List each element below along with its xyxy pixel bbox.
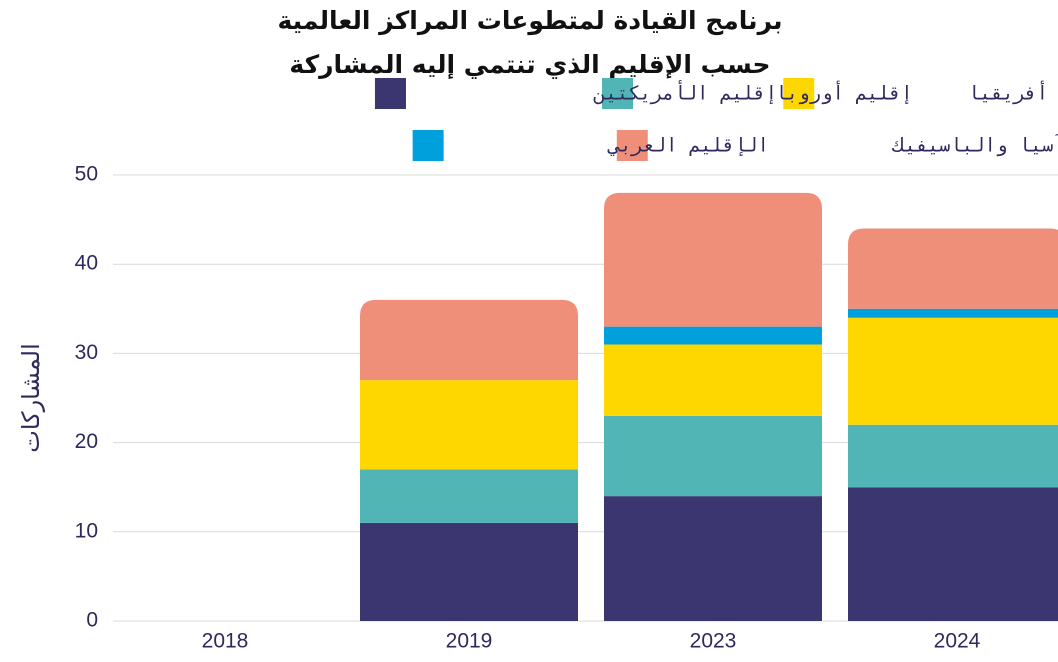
bar-segment [848,487,1058,621]
bar-segment [360,299,578,381]
legend-label: إقليم الأمريكتين [593,80,777,106]
bar-segment [360,380,578,470]
y-tick-label: 10 [75,519,98,542]
legend-swatch [783,78,815,109]
x-tick-label: 2024 [934,630,981,653]
y-tick-label: 20 [75,430,98,453]
legend-swatch [616,130,648,161]
bar-segment [848,317,1058,425]
y-tick-label: 40 [75,252,98,275]
legend-label: الإقليم العربي [607,135,769,158]
legend-swatch [412,130,444,161]
bar-segment [604,192,822,327]
legend-swatch [374,78,406,109]
bar-segment [848,228,1058,309]
bar-segment [604,326,822,345]
x-tick-label: 2018 [202,630,249,653]
x-tick-label: 2023 [690,630,737,653]
y-tick-label: 30 [75,341,98,364]
bar-segment [360,469,578,523]
y-tick-label: 50 [75,163,98,186]
bar-segment [848,424,1058,488]
bar-segment [604,344,822,416]
bar-segment [604,496,822,621]
bar-segment [604,415,822,497]
bar-segment [360,522,578,621]
bar-segment [848,308,1058,318]
x-tick-label: 2019 [446,630,493,653]
chart-title: برنامج القيادة لمتطوعات المراكز العالمية [277,6,782,36]
legend-label: إقليم أوروبا [775,81,912,106]
legend-label: إقليم آسيا والباسيفيك [892,133,1058,158]
y-axis-label: المشاركات [17,343,45,453]
chart-subtitle: حسب الإقليم الذي تنتمي إليه المشاركة [289,50,770,80]
legend-swatch [602,78,633,109]
y-tick-label: 0 [86,609,98,632]
legend-label: إقليم أفريقيا [968,81,1058,106]
